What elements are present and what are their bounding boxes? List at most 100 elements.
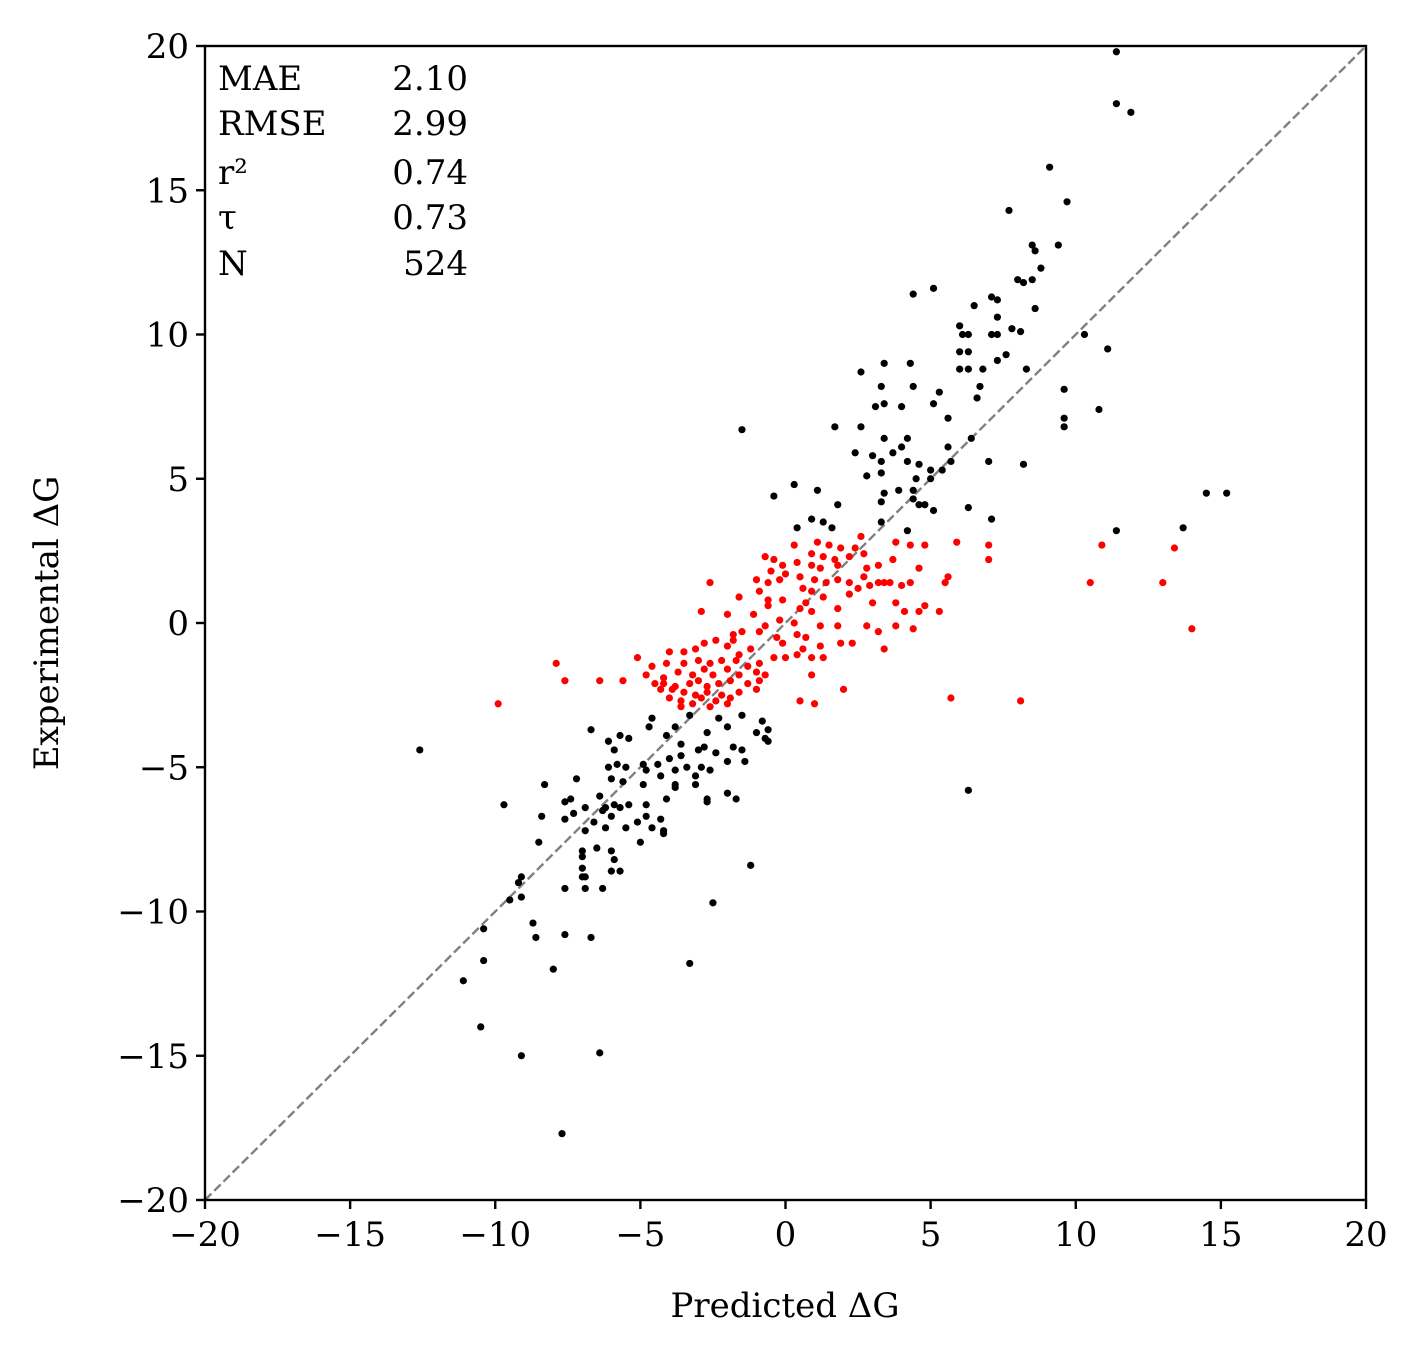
data-point-black [578,864,586,872]
data-point-black [1080,330,1089,339]
data-point-black [561,884,569,893]
data-points [416,48,1231,1138]
data-point-black [480,925,488,933]
data-point-black [912,475,920,483]
data-point-black [793,524,801,532]
data-point-red [834,561,842,569]
data-point-red [764,596,772,604]
data-point-black [610,746,618,754]
data-point-black [540,780,549,789]
data-point-red [799,645,807,653]
data-point-red [755,587,763,595]
data-point-red [718,656,726,665]
data-point-black [619,778,627,786]
data-point-black [596,1049,604,1057]
data-point-red [935,607,943,616]
data-point-red [665,694,674,702]
data-point-black [723,723,732,731]
data-point-black [712,749,720,757]
data-point-black [604,763,613,771]
data-point-black [880,400,888,408]
data-point-red [732,656,740,665]
data-point-black [607,867,615,875]
data-point-red [1086,579,1094,587]
data-point-black [909,382,917,391]
data-point-black [610,855,618,864]
data-point-black [732,795,740,803]
data-point-black [976,382,984,391]
data-point-black [549,965,557,973]
data-point-black [747,861,755,869]
data-point-black [578,847,586,855]
data-point-black [877,469,885,477]
data-point-black [723,789,732,797]
data-point-black [1112,527,1120,535]
data-point-red [819,654,827,662]
data-point-black [607,775,615,783]
data-point-red [764,602,772,610]
data-point-red [793,630,801,639]
data-point-black [514,879,523,887]
data-point-black [517,893,525,901]
data-point-red [680,688,688,696]
data-point-black [857,423,865,431]
data-point-red [909,625,917,633]
data-point-red [796,697,804,705]
data-point-red [808,671,816,679]
data-point-red [691,645,700,653]
y-tick-label: 10 [146,316,189,356]
data-point-red [723,642,732,650]
data-point-black [587,933,595,942]
data-point-red [752,576,761,584]
data-point-red [752,668,761,676]
y-axis-ticks: −20 −15 −10 −5 0 5 10 15 20 [117,27,205,1221]
data-point-red [802,599,810,607]
data-point-black [868,452,877,460]
stat-value-n: 524 [403,244,468,284]
data-point-red [700,639,708,647]
data-point-black [607,812,615,820]
data-point-black [686,959,694,968]
data-point-black [790,480,798,489]
data-point-black [929,284,938,292]
data-point-black [738,746,746,754]
data-point-red [729,636,737,644]
data-point-red [674,668,682,676]
data-point-black [993,296,1001,304]
data-point-black [1008,325,1016,333]
data-point-red [781,654,790,662]
stat-value-rmse: 2.99 [392,104,468,144]
data-point-red [845,590,853,598]
data-point-black [625,801,633,809]
stats-box: MAE 2.10 RMSE 2.99 r² 0.74 τ 0.73 N 524 [218,59,468,284]
data-point-red [697,607,705,616]
data-point-black [993,313,1001,321]
stat-label-mae: MAE [218,59,302,99]
y-tick-label: 5 [167,460,189,500]
data-point-red [642,671,650,679]
data-point-black [987,330,996,339]
data-point-black [517,873,525,881]
data-point-black [770,492,778,500]
data-point-red [863,564,871,572]
stat-label-rmse: RMSE [218,104,327,144]
data-point-red [726,694,734,702]
data-point-red [749,610,758,618]
data-point-black [909,495,917,503]
y-axis-label: Experimental ΔG [27,476,67,771]
data-point-black [477,1023,485,1031]
x-axis-label: Predicted ΔG [670,1286,899,1326]
data-point-black [596,792,604,800]
data-point-black [1127,108,1135,116]
data-point-black [691,780,700,789]
data-point-red [816,622,824,630]
data-point-red [680,659,688,667]
data-point-red [691,691,700,699]
data-point-black [686,711,694,719]
data-point-black [1031,247,1039,255]
data-point-red [808,550,816,558]
data-point-black [985,457,993,466]
data-point-black [956,365,964,373]
data-point-black [1031,304,1039,313]
data-point-black [645,723,653,731]
